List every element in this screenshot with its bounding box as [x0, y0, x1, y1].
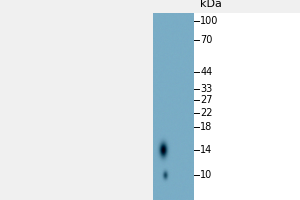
Text: kDa: kDa [200, 0, 222, 9]
Text: 70: 70 [200, 35, 213, 45]
Text: 44: 44 [200, 67, 213, 77]
Text: 18: 18 [200, 122, 213, 132]
Text: 10: 10 [200, 170, 213, 180]
Text: 22: 22 [200, 108, 213, 118]
Text: 14: 14 [200, 145, 213, 155]
Text: 33: 33 [200, 84, 213, 94]
Text: 27: 27 [200, 95, 213, 105]
Text: 100: 100 [200, 16, 219, 26]
Bar [194, 13, 300, 200]
